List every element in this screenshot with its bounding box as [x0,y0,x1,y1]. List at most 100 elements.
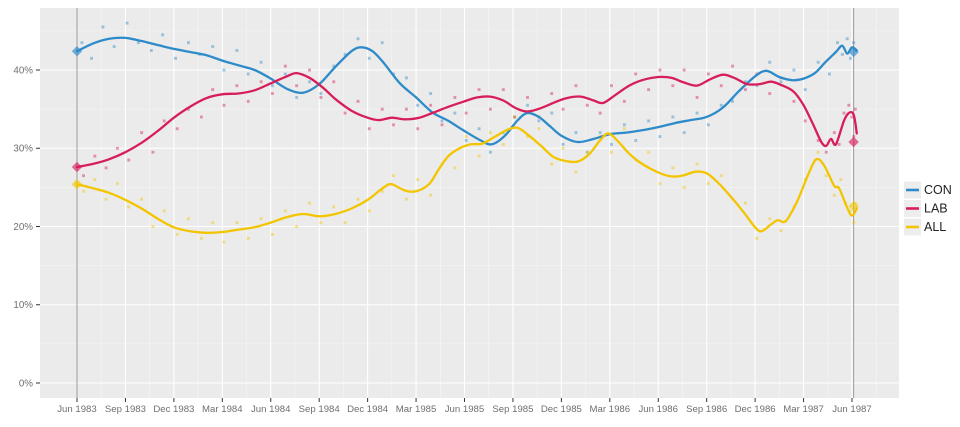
poll-point-all [319,221,323,225]
poll-point-lab [319,95,323,99]
poll-point-all [610,150,613,154]
poll-point-con [488,150,492,154]
poll-point-con [440,119,444,123]
poll-point-all [211,221,215,225]
poll-point-lab [768,92,772,95]
poll-point-all [513,115,517,119]
poll-point-lab [429,103,433,107]
poll-point-lab [332,80,336,84]
poll-point-con [90,56,94,60]
poll-point-lab [744,88,747,92]
poll-point-all [824,174,828,178]
poll-point-con [149,49,153,52]
poll-point-lab [561,107,565,111]
x-tick-label: Mar 1985 [396,404,437,415]
x-tick-label: Sep 1983 [105,404,146,415]
poll-point-all [222,240,226,244]
poll-point-all [477,154,481,158]
trend-line-con [75,36,858,146]
poll-point-lab [842,111,846,115]
poll-point-lab [93,154,97,158]
poll-point-lab [585,103,589,107]
x-tick-label: Sep 1985 [492,404,533,415]
poll-point-lab [140,131,144,135]
poll-point-con [561,142,565,146]
poll-point-all [259,217,263,221]
poll-point-lab [526,95,529,99]
poll-point-con [308,80,311,84]
poll-point-con [80,41,84,45]
poll-point-all [464,135,468,139]
poll-point-lab [847,103,851,107]
plot-panel [40,8,899,398]
election-result-diamond-lab [848,136,859,148]
poll-point-lab [115,146,119,150]
poll-point-all [416,178,420,182]
poll-point-con [827,72,831,76]
poll-point-all [392,174,395,178]
poll-point-all [380,189,384,193]
x-tick-label: Jun 1987 [832,404,871,415]
poll-point-con [174,56,177,60]
poll-point-all [561,146,565,150]
poll-point-con [283,72,287,76]
poll-point-lab [832,131,836,135]
poll-point-all [682,185,686,189]
poll-point-con [464,139,468,142]
poll-point-all [779,229,783,232]
x-tick-label: Jun 1983 [57,404,96,415]
election-result-diamond-all [71,179,83,190]
poll-point-con [671,115,675,119]
poll-point-con [319,92,323,95]
x-tick-label: Sep 1984 [299,404,341,415]
poll-point-con [295,95,299,99]
poll-point-lab [246,99,250,103]
y-tick-label: 30% [13,144,33,155]
poll-point-con [836,41,839,45]
poll-point-con [453,111,457,115]
poll-point-con [695,111,699,115]
poll-point-con [125,21,129,25]
x-tick-label: Sep 1986 [686,404,727,415]
poll-point-lab [622,99,626,103]
poll-point-all [332,205,336,209]
poll-point-lab [404,107,408,111]
poll-point-all [574,170,578,174]
poll-point-all [343,221,347,225]
poll-point-lab [816,139,820,142]
poll-point-con [222,68,226,72]
election-result-diamond-all [848,200,859,212]
y-tick-label: 10% [13,300,33,311]
x-tick-label: Dec 1984 [347,404,389,415]
poll-point-con [585,150,589,154]
poll-point-all [175,232,179,236]
poll-point-all [187,217,190,221]
poll-point-con [356,37,360,41]
poll-point-lab [104,166,108,170]
poll-point-lab [453,95,457,99]
poll-point-all [82,189,85,193]
poll-point-lab [343,111,347,115]
poll-point-con [380,41,384,45]
poll-point-lab [634,72,638,76]
poll-point-lab [187,107,190,111]
poll-point-all [744,201,747,205]
poll-point-con [574,131,578,135]
poll-point-all [453,166,457,170]
poll-point-all [270,232,274,236]
poll-point-con [610,142,613,146]
poll-point-con [816,60,820,64]
poll-point-con [840,52,844,56]
poll-point-lab [175,127,179,131]
y-tick-label: 20% [13,222,33,233]
poll-point-all [199,236,203,240]
poll-point-lab [731,64,735,68]
poll-point-all [585,150,589,154]
poll-point-con [161,33,165,37]
poll-point-lab [719,84,723,88]
poll-point-lab [82,174,85,178]
poll-point-con [634,139,638,142]
poll-point-con [845,37,849,41]
poll-point-con [658,135,662,139]
poll-point-con [744,80,747,84]
